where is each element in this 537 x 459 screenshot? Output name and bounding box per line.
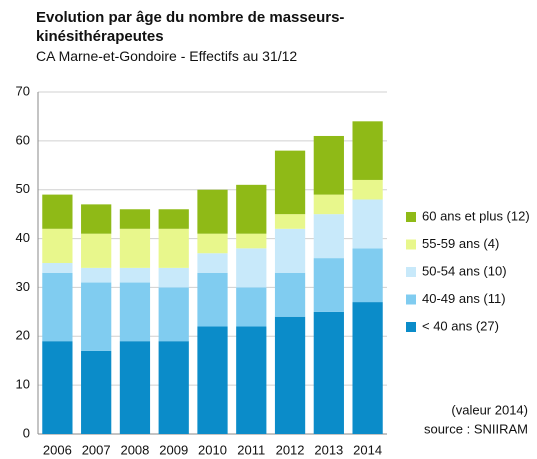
- y-tick-label: 0: [23, 425, 30, 440]
- bar-segment: [158, 287, 189, 342]
- y-tick-label: 60: [16, 132, 30, 147]
- bar-segment: [119, 282, 151, 342]
- legend-swatch: [406, 294, 416, 305]
- bar-segment: [197, 233, 228, 254]
- bar-segment: [274, 228, 306, 273]
- bar-segment: [81, 350, 112, 434]
- bar-segment: [352, 179, 383, 200]
- bar-segment: [274, 214, 306, 229]
- bar-segment: [352, 199, 383, 249]
- bar-segment: [313, 258, 344, 312]
- bar-segment: [81, 267, 112, 283]
- y-tick-label: 50: [16, 181, 30, 196]
- x-tick-label: 2010: [198, 442, 227, 457]
- bar-segment: [158, 267, 189, 288]
- legend-swatch: [406, 322, 416, 332]
- bar-segment: [274, 272, 306, 317]
- bar-segment: [158, 209, 189, 229]
- legend-label: 50-54 ans (10): [422, 263, 507, 278]
- chart-subtitle: CA Marne-et-Gondoire - Effectifs au 31/1…: [36, 48, 298, 64]
- bar-segment: [274, 150, 306, 215]
- annotation: source : SNIIRAM: [424, 421, 528, 436]
- x-tick-label: 2014: [353, 442, 382, 457]
- legend-label: 60 ans et plus (12): [422, 208, 530, 223]
- bar-segment: [197, 272, 228, 327]
- bar-segment: [158, 228, 189, 268]
- y-tick-label: 70: [16, 83, 30, 98]
- bar-segment: [313, 311, 344, 434]
- legend-label: < 40 ans (27): [422, 318, 499, 333]
- bar-segment: [81, 282, 112, 351]
- bar-segment: [119, 341, 151, 434]
- bar-segment: [119, 267, 151, 283]
- x-tick-label: 2009: [159, 442, 188, 457]
- legend-swatch: [406, 239, 416, 250]
- bar-segment: [42, 272, 73, 342]
- x-tick-label: 2006: [43, 442, 72, 457]
- y-tick-label: 20: [16, 328, 30, 343]
- x-tick-label: 2007: [82, 442, 111, 457]
- x-tick-label: 2013: [314, 442, 343, 457]
- y-tick-label: 30: [16, 279, 30, 294]
- bar-segment: [42, 341, 73, 434]
- bar-segment: [81, 204, 112, 234]
- bar-segment: [197, 253, 228, 273]
- legend-swatch: [406, 267, 416, 277]
- bar-segment: [352, 248, 383, 303]
- bar-segment: [313, 194, 344, 215]
- bar-segment: [352, 121, 383, 180]
- bar-segment: [81, 233, 112, 268]
- bar-segment: [197, 189, 228, 234]
- x-tick-label: 2012: [276, 442, 305, 457]
- annotation: (valeur 2014): [451, 402, 528, 417]
- chart-title: Evolution par âge du nombre de masseurs-…: [36, 9, 345, 45]
- bar-segment: [42, 228, 73, 263]
- bar-segment: [197, 326, 228, 434]
- x-tick-label: 2011: [237, 442, 265, 457]
- bar-segment: [236, 233, 267, 249]
- legend-label: 55-59 ans (4): [422, 236, 499, 251]
- bar-segment: [352, 302, 383, 434]
- bar-segment: [236, 326, 267, 434]
- bar-segment: [236, 287, 267, 327]
- bar-segment: [119, 228, 151, 268]
- bar-segment: [158, 341, 189, 434]
- x-tick-label: 2008: [120, 442, 149, 457]
- bar-segment: [236, 184, 267, 234]
- bar-segment: [313, 214, 344, 259]
- bar-segment: [313, 135, 344, 195]
- bar-segment: [42, 194, 73, 229]
- bar-segment: [42, 263, 73, 273]
- legend-swatch: [406, 212, 416, 222]
- y-tick-label: 10: [16, 377, 30, 392]
- legend-label: 40-49 ans (11): [422, 291, 506, 306]
- y-tick-label: 40: [16, 230, 30, 245]
- bar-segment: [236, 248, 267, 288]
- bar-segment: [274, 316, 306, 434]
- bar-segment: [119, 209, 151, 229]
